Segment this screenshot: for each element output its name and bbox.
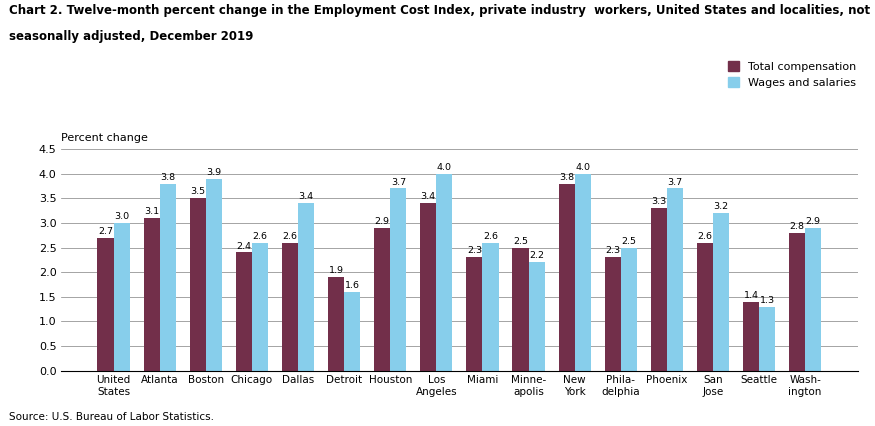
Bar [575, 174, 591, 371]
Text: seasonally adjusted, December 2019: seasonally adjusted, December 2019 [9, 30, 253, 43]
Text: Source: U.S. Bureau of Labor Statistics.: Source: U.S. Bureau of Labor Statistics. [9, 412, 214, 422]
Bar [390, 188, 406, 371]
Bar [344, 292, 360, 371]
Text: 3.2: 3.2 [713, 202, 729, 211]
Bar [805, 228, 822, 371]
Text: 4.0: 4.0 [575, 163, 591, 172]
Bar [298, 203, 314, 371]
Text: 2.6: 2.6 [253, 232, 268, 241]
Text: 1.4: 1.4 [744, 291, 759, 300]
Text: 3.1: 3.1 [144, 207, 159, 216]
Text: 4.0: 4.0 [437, 163, 452, 172]
Bar [760, 307, 775, 371]
Text: Percent change: Percent change [61, 133, 148, 143]
Text: 3.4: 3.4 [298, 192, 313, 201]
Bar [252, 243, 268, 371]
Bar [235, 253, 252, 371]
Bar [620, 248, 637, 371]
Text: 3.9: 3.9 [206, 168, 221, 177]
Text: 2.5: 2.5 [513, 236, 528, 245]
Bar [558, 184, 575, 371]
Text: 2.6: 2.6 [283, 232, 298, 241]
Text: 2.3: 2.3 [606, 246, 620, 256]
Bar [789, 233, 805, 371]
Bar [713, 213, 729, 371]
Text: 1.9: 1.9 [328, 266, 344, 275]
Bar [482, 243, 499, 371]
Text: 3.7: 3.7 [391, 178, 406, 187]
Text: 2.2: 2.2 [529, 251, 544, 260]
Text: 2.6: 2.6 [697, 232, 712, 241]
Bar [282, 243, 298, 371]
Bar [513, 248, 528, 371]
Text: 3.8: 3.8 [559, 173, 574, 181]
Text: 1.6: 1.6 [345, 281, 360, 290]
Text: 2.7: 2.7 [98, 227, 113, 236]
Text: 2.4: 2.4 [236, 242, 251, 250]
Text: 2.8: 2.8 [789, 222, 805, 231]
Text: 3.8: 3.8 [160, 173, 175, 181]
Legend: Total compensation, Wages and salaries: Total compensation, Wages and salaries [724, 57, 861, 93]
Bar [144, 218, 159, 371]
Bar [328, 277, 344, 371]
Text: 2.9: 2.9 [806, 217, 821, 226]
Bar [528, 262, 544, 371]
Text: 2.9: 2.9 [374, 217, 389, 226]
Bar [374, 228, 390, 371]
Bar [466, 257, 482, 371]
Bar [605, 257, 620, 371]
Bar [114, 223, 130, 371]
Bar [651, 208, 667, 371]
Text: 3.7: 3.7 [668, 178, 682, 187]
Bar [159, 184, 176, 371]
Text: 1.3: 1.3 [760, 296, 774, 305]
Bar [190, 199, 206, 371]
Bar [206, 178, 222, 371]
Bar [97, 238, 114, 371]
Text: 2.3: 2.3 [466, 246, 482, 256]
Bar [667, 188, 683, 371]
Bar [743, 302, 760, 371]
Bar [420, 203, 437, 371]
Text: Chart 2. Twelve-month percent change in the Employment Cost Index, private indus: Chart 2. Twelve-month percent change in … [9, 4, 870, 17]
Text: 2.6: 2.6 [483, 232, 498, 241]
Text: 3.3: 3.3 [651, 197, 667, 206]
Text: 3.0: 3.0 [114, 212, 130, 221]
Text: 3.4: 3.4 [421, 192, 436, 201]
Bar [437, 174, 452, 371]
Text: 3.5: 3.5 [190, 187, 206, 196]
Text: 2.5: 2.5 [621, 236, 636, 245]
Bar [696, 243, 713, 371]
